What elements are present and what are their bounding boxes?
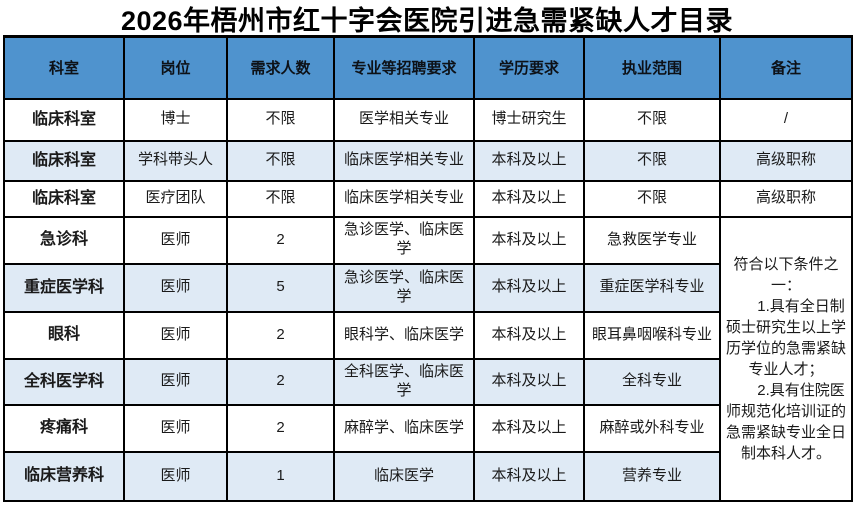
- degree-cell: 本科及以上: [473, 450, 585, 502]
- scope-cell: 不限: [583, 179, 721, 218]
- header-scope: 执业范围: [583, 35, 721, 100]
- header-post: 岗位: [123, 35, 228, 100]
- post-cell: 医师: [123, 403, 228, 453]
- count-cell: 5: [226, 262, 335, 313]
- scope-cell: 麻醉或外科专业: [583, 403, 721, 453]
- post-cell: 学科带头人: [123, 139, 228, 182]
- table-header: 科室 岗位 需求人数 专业等招聘要求 学历要求 执业范围 备注: [3, 35, 853, 100]
- remark-cell: 高级职称: [719, 139, 853, 182]
- table-row: 重症医学科 医师 5 急诊医学、临床医学 本科及以上 重症医学科专业: [3, 262, 852, 313]
- degree-cell: 本科及以上: [473, 357, 585, 406]
- count-cell: 2: [226, 310, 335, 360]
- remark-cell: 高级职称: [719, 179, 853, 218]
- major-cell: 临床医学相关专业: [333, 139, 475, 182]
- count-cell: 2: [226, 403, 335, 453]
- dept-cell: 疼痛科: [3, 403, 125, 453]
- dept-cell: 重症医学科: [3, 262, 125, 313]
- dept-cell: 全科医学科: [3, 357, 125, 406]
- merged-remark-cell: 符合以下条件之一： 1.具有全日制硕士研究生以上学历学位的急需紧缺专业人才； 2…: [719, 215, 853, 502]
- count-cell: 不限: [226, 179, 335, 218]
- major-cell: 急诊医学、临床医学: [333, 215, 475, 265]
- dept-cell: 临床科室: [3, 139, 125, 182]
- major-cell: 临床医学: [333, 450, 475, 502]
- table-row: 疼痛科 医师 2 麻醉学、临床医学 本科及以上 麻醉或外科专业: [3, 403, 852, 453]
- table-row: 临床营养科 医师 1 临床医学 本科及以上 营养专业: [3, 450, 852, 502]
- post-cell: 博士: [123, 97, 228, 142]
- post-cell: 医师: [123, 262, 228, 313]
- count-cell: 2: [226, 357, 335, 406]
- major-cell: 眼科学、临床医学: [333, 310, 475, 360]
- header-dept: 科室: [3, 35, 125, 100]
- degree-cell: 本科及以上: [473, 310, 585, 360]
- header-degree: 学历要求: [473, 35, 585, 100]
- header-remark: 备注: [719, 35, 853, 100]
- table-row: 眼科 医师 2 眼科学、临床医学 本科及以上 眼耳鼻咽喉科专业: [3, 310, 852, 360]
- page-title: 2026年梧州市红十字会医院引进急需紧缺人才目录: [120, 6, 734, 36]
- table-row: 全科医学科 医师 2 全科医学、临床医学 本科及以上 全科专业: [3, 357, 852, 406]
- count-cell: 1: [226, 450, 335, 502]
- scope-cell: 不限: [583, 139, 721, 182]
- dept-cell: 眼科: [3, 310, 125, 360]
- table-row: 急诊科 医师 2 急诊医学、临床医学 本科及以上 急救医学专业 符合以下条件之一…: [3, 215, 853, 502]
- post-cell: 医师: [123, 357, 228, 406]
- scope-cell: 眼耳鼻咽喉科专业: [583, 310, 721, 360]
- dept-cell: 临床科室: [3, 179, 125, 218]
- degree-cell: 本科及以上: [473, 139, 585, 182]
- table-row: 临床科室 学科带头人 不限 临床医学相关专业 本科及以上 不限 高级职称: [3, 139, 853, 182]
- scope-cell: 不限: [583, 97, 721, 142]
- scope-cell: 重症医学科专业: [583, 262, 721, 313]
- header-major: 专业等招聘要求: [333, 35, 475, 100]
- table-row: 临床科室 博士 不限 医学相关专业 博士研究生 不限 /: [3, 97, 853, 142]
- degree-cell: 本科及以上: [473, 403, 585, 453]
- major-cell: 麻醉学、临床医学: [333, 403, 475, 453]
- count-cell: 不限: [226, 97, 335, 142]
- count-cell: 2: [226, 215, 335, 265]
- post-cell: 医师: [123, 450, 228, 502]
- major-cell: 急诊医学、临床医学: [333, 262, 475, 313]
- major-cell: 全科医学、临床医学: [333, 357, 475, 406]
- talent-catalog-table: 科室 岗位 需求人数 专业等招聘要求 学历要求 执业范围 备注 临床科室 博士 …: [3, 35, 853, 502]
- count-cell: 不限: [226, 139, 335, 182]
- table-row: 临床科室 医疗团队 不限 临床医学相关专业 本科及以上 不限 高级职称: [3, 179, 853, 218]
- dept-cell: 临床科室: [3, 97, 125, 142]
- degree-cell: 本科及以上: [473, 215, 585, 265]
- dept-cell: 临床营养科: [3, 450, 125, 502]
- post-cell: 医师: [123, 310, 228, 360]
- degree-cell: 博士研究生: [473, 97, 585, 142]
- major-cell: 医学相关专业: [333, 97, 475, 142]
- header-count: 需求人数: [226, 35, 335, 100]
- degree-cell: 本科及以上: [473, 179, 585, 218]
- remark-cell: /: [719, 97, 853, 142]
- major-cell: 临床医学相关专业: [333, 179, 475, 218]
- post-cell: 医师: [123, 215, 228, 265]
- degree-cell: 本科及以上: [473, 262, 585, 313]
- scope-cell: 全科专业: [583, 357, 721, 406]
- post-cell: 医疗团队: [123, 179, 228, 218]
- scope-cell: 营养专业: [583, 450, 721, 502]
- dept-cell: 急诊科: [3, 215, 125, 265]
- scope-cell: 急救医学专业: [583, 215, 721, 265]
